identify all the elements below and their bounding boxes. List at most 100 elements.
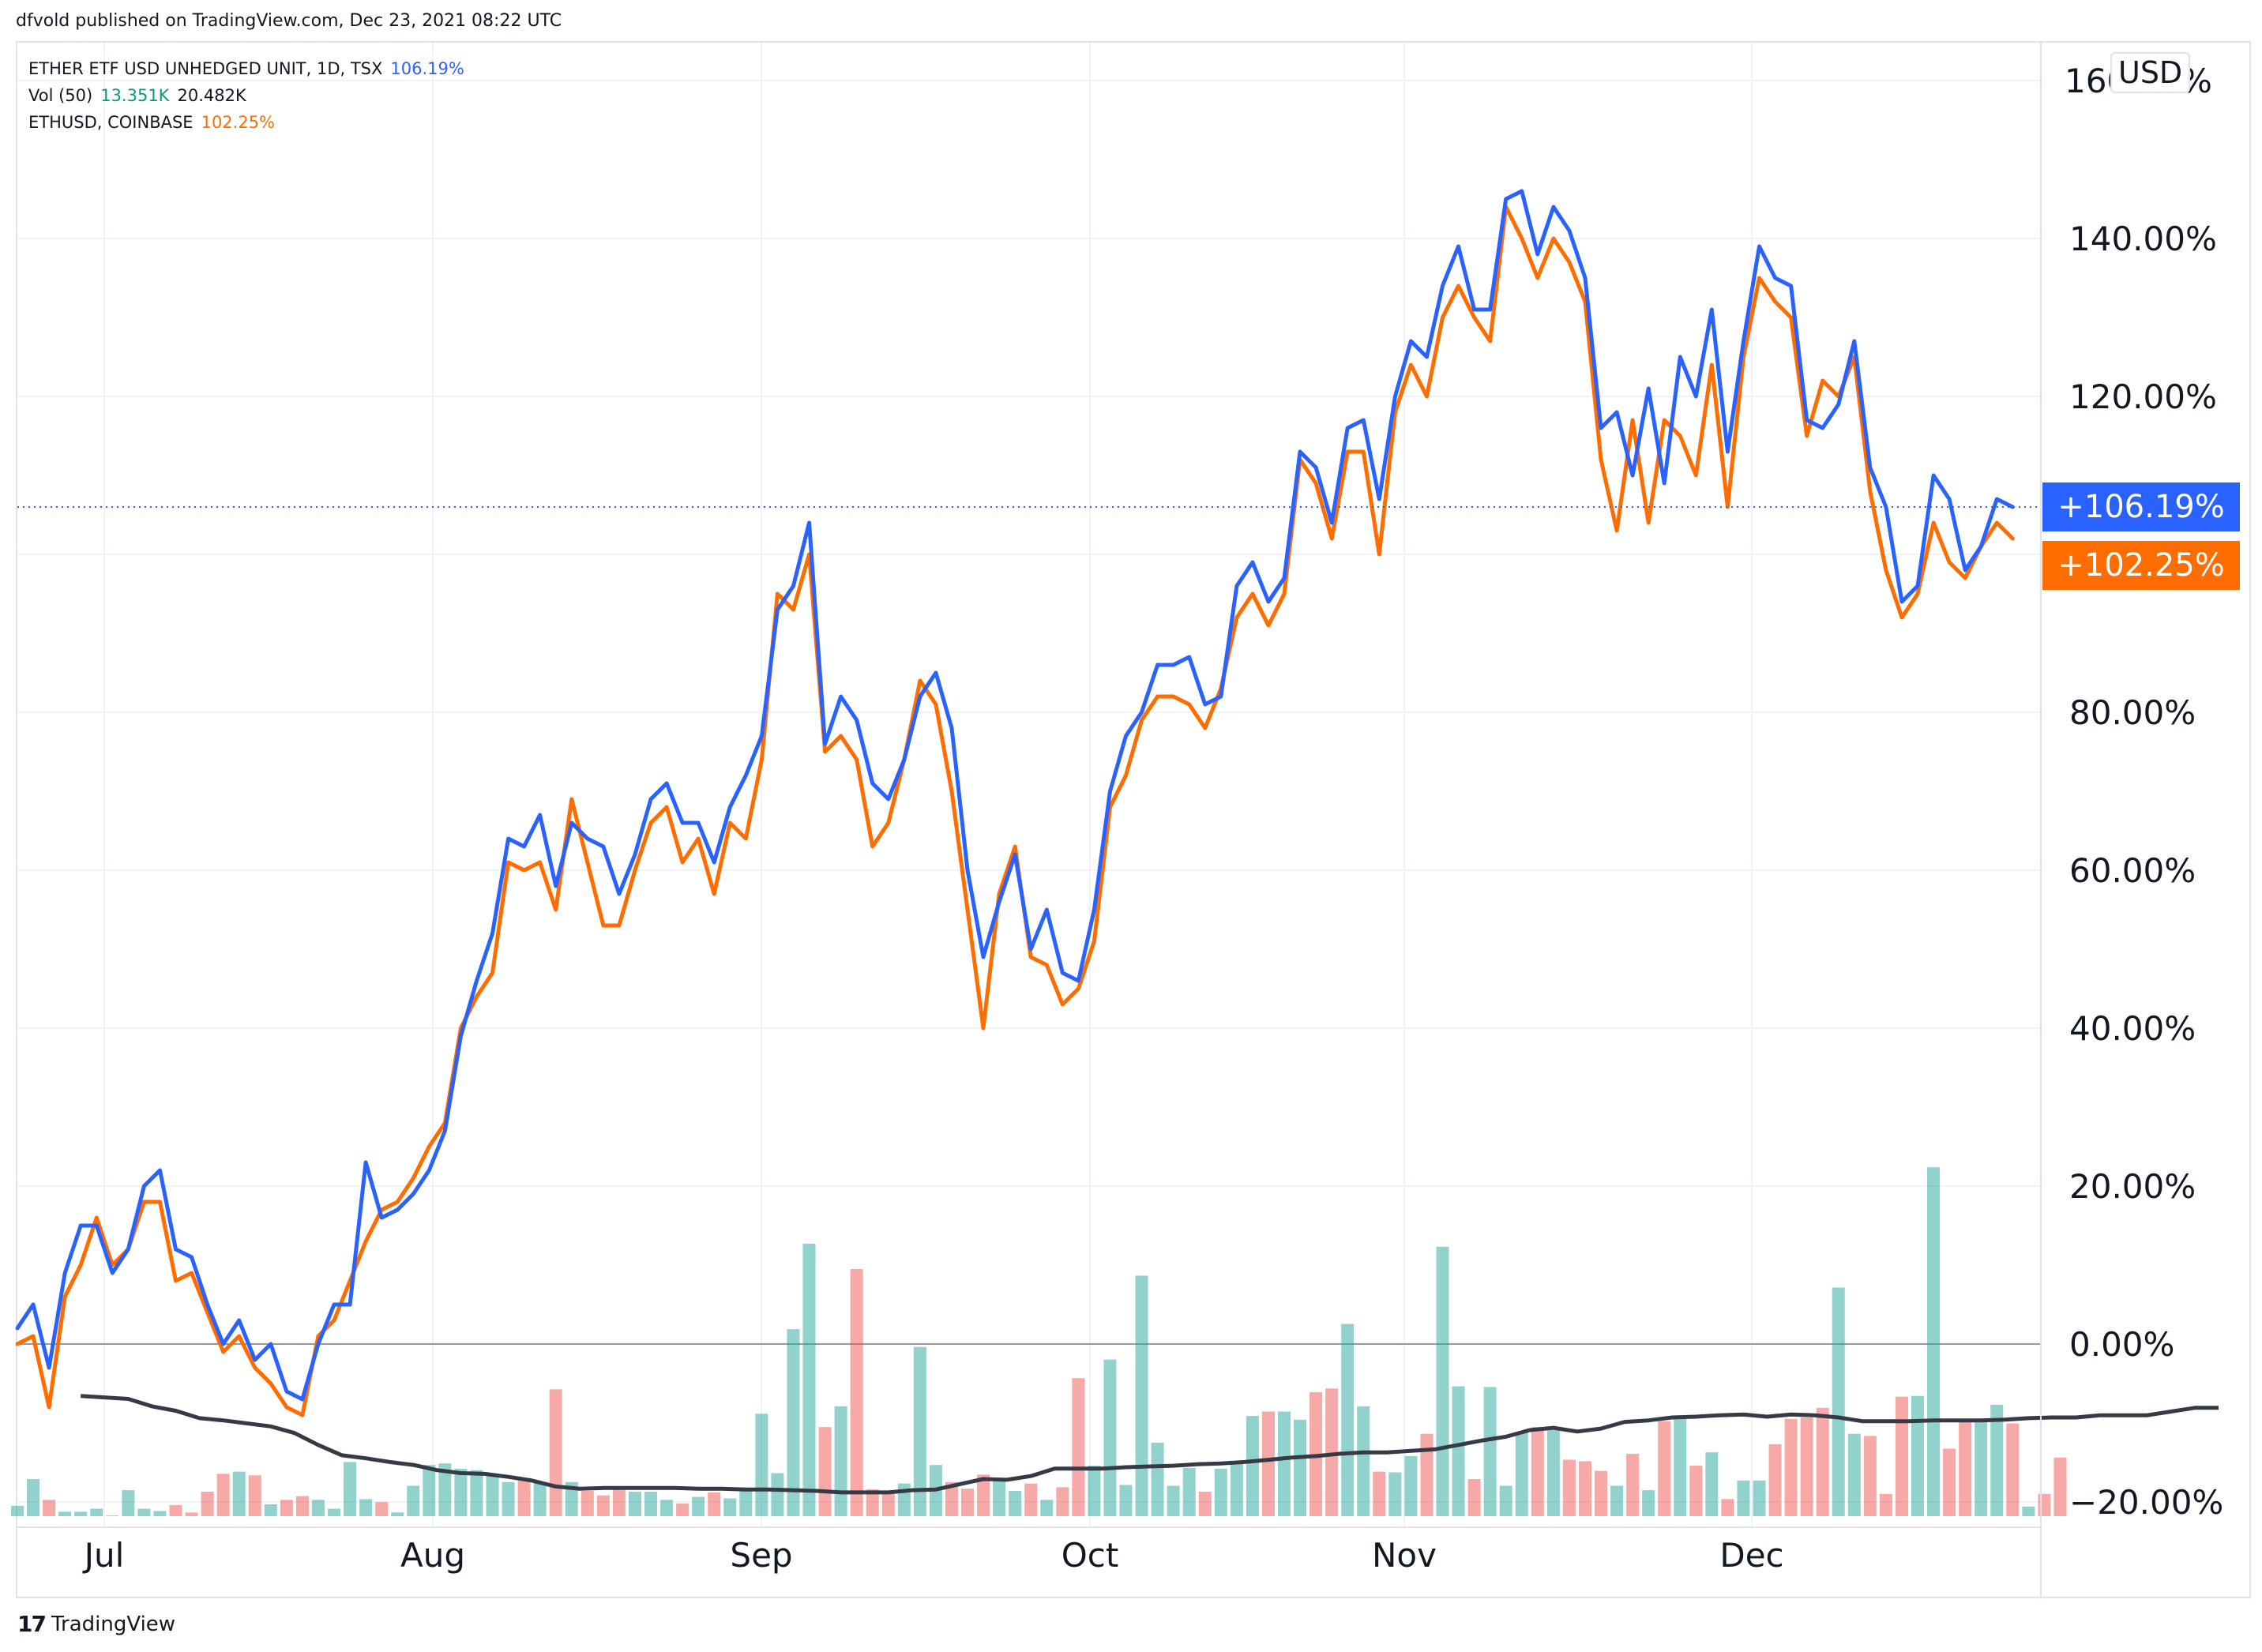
y-tick-label: 40.00% [2069, 1009, 2196, 1048]
volume-bar [1436, 1246, 1449, 1516]
volume-bar [1119, 1485, 1133, 1516]
volume-bar [216, 1474, 230, 1516]
legend-volume-value2: 20.482K [177, 86, 246, 105]
volume-bar [1737, 1480, 1750, 1516]
volume-bar [755, 1414, 768, 1516]
volume-bar [153, 1511, 167, 1516]
volume-bar [1230, 1463, 1243, 1516]
x-tick-jul: Jul [82, 1536, 125, 1575]
volume-bar [1040, 1500, 1054, 1516]
volume-bar [328, 1508, 340, 1516]
volume-bar [1800, 1417, 1813, 1516]
volume-bar [1705, 1452, 1719, 1516]
volume-bar [11, 1505, 24, 1516]
volume-bar [1373, 1471, 1386, 1516]
volume-bar [1959, 1420, 1972, 1516]
volume-bar [1009, 1491, 1022, 1516]
volume-bar [2053, 1457, 2067, 1516]
y-tick-label: 60.00% [2069, 851, 2196, 890]
volume-bar [1562, 1459, 1576, 1516]
volume-bar [74, 1511, 88, 1516]
volume-bar [1595, 1470, 1607, 1516]
volume-bar [1294, 1419, 1307, 1516]
legend-volume-label: Vol (50) [28, 86, 93, 105]
volume-bar [1278, 1411, 1291, 1516]
volume-bar [692, 1496, 705, 1516]
y-tick-label: 120.00% [2069, 377, 2217, 416]
volume-bar [802, 1244, 816, 1516]
currency-button[interactable]: USD [2110, 52, 2191, 93]
publisher-info: dfvold published on TradingView.com, Dec… [16, 11, 562, 31]
volume-bar [2006, 1423, 2020, 1516]
volume-bar [628, 1491, 641, 1516]
volume-ma-layer [81, 1394, 2219, 1495]
y-tick-label: 80.00% [2069, 693, 2196, 732]
volume-bar [1515, 1432, 1528, 1516]
volume-bar [612, 1489, 626, 1516]
x-tick-aug: Aug [400, 1536, 465, 1575]
volume-bar [517, 1480, 531, 1516]
volume-bar [834, 1406, 847, 1516]
volume-bar [1325, 1388, 1339, 1516]
volume-bar [1499, 1485, 1512, 1516]
volume-bar [169, 1504, 182, 1516]
chart-legend: ETHER ETF USD UNHEDGED UNIT, 1D, TSX 106.… [28, 55, 464, 136]
volume-bar [1689, 1466, 1703, 1516]
volume-bar [1467, 1479, 1481, 1516]
volume-bar [27, 1479, 40, 1516]
x-tick-oct: Oct [1061, 1536, 1119, 1575]
volume-bar [1151, 1442, 1164, 1516]
volume-bar [391, 1512, 404, 1516]
price-series-layer [15, 189, 2015, 1417]
y-tick-label: 20.00% [2069, 1167, 2196, 1206]
y-axis-labels: 160.00%140.00%120.00%80.00%60.00%40.00%2… [2065, 62, 2223, 1522]
legend-series2-value: 102.25% [201, 113, 276, 132]
legend-series2-label: ETHUSD, COINBASE [28, 113, 194, 132]
volume-bar [1072, 1378, 1085, 1516]
volume-bar [122, 1490, 135, 1516]
volume-bar [1626, 1454, 1640, 1516]
legend-volume[interactable]: Vol (50) 13.351K 20.482K [28, 82, 464, 109]
volume-bar [1927, 1167, 1941, 1516]
volume-bar [961, 1489, 974, 1516]
volume-bar [1832, 1287, 1845, 1516]
volume-bar [1911, 1395, 1924, 1516]
volume-bar [1721, 1499, 1734, 1516]
chart-frame [16, 41, 2251, 1598]
volume-bar [232, 1471, 246, 1516]
volume-bar [1768, 1444, 1782, 1516]
volume-bar [866, 1489, 879, 1516]
y-tick-label: 0.00% [2069, 1325, 2174, 1364]
volume-bar [1816, 1407, 1829, 1516]
tradingview-brand: TradingView [51, 1612, 176, 1636]
volume-bar [533, 1482, 547, 1516]
volume-bar [2038, 1493, 2051, 1516]
volume-bar [1674, 1418, 1687, 1516]
volume-bar [676, 1504, 689, 1516]
volume-bar [423, 1465, 436, 1516]
volume-bar [185, 1512, 198, 1516]
volume-bar [1056, 1487, 1069, 1516]
volume-bar [1847, 1433, 1861, 1516]
price-tag-series2: +102.25% [2042, 541, 2240, 590]
volume-bar [1167, 1485, 1180, 1516]
legend-series1[interactable]: ETHER ETF USD UNHEDGED UNIT, 1D, TSX 106.… [28, 55, 464, 82]
volume-bar [1214, 1468, 1227, 1516]
volume-bars [11, 1167, 2067, 1516]
volume-bar [1420, 1433, 1433, 1516]
volume-bar [897, 1483, 911, 1516]
volume-bar [90, 1508, 103, 1516]
volume-bar [945, 1481, 958, 1516]
volume-bar [1642, 1490, 1655, 1516]
volume-bar [1546, 1429, 1560, 1516]
volume-bar [1943, 1448, 1956, 1516]
volume-bar [106, 1515, 119, 1516]
volume-bar [43, 1500, 56, 1516]
volume-bar [1357, 1406, 1370, 1516]
volume-bar [1103, 1359, 1117, 1516]
legend-series2[interactable]: ETHUSD, COINBASE 102.25% [28, 109, 464, 136]
volume-bar [1388, 1472, 1402, 1516]
volume-bar [708, 1492, 721, 1516]
tradingview-logo[interactable]: 17 TradingView [17, 1611, 175, 1637]
